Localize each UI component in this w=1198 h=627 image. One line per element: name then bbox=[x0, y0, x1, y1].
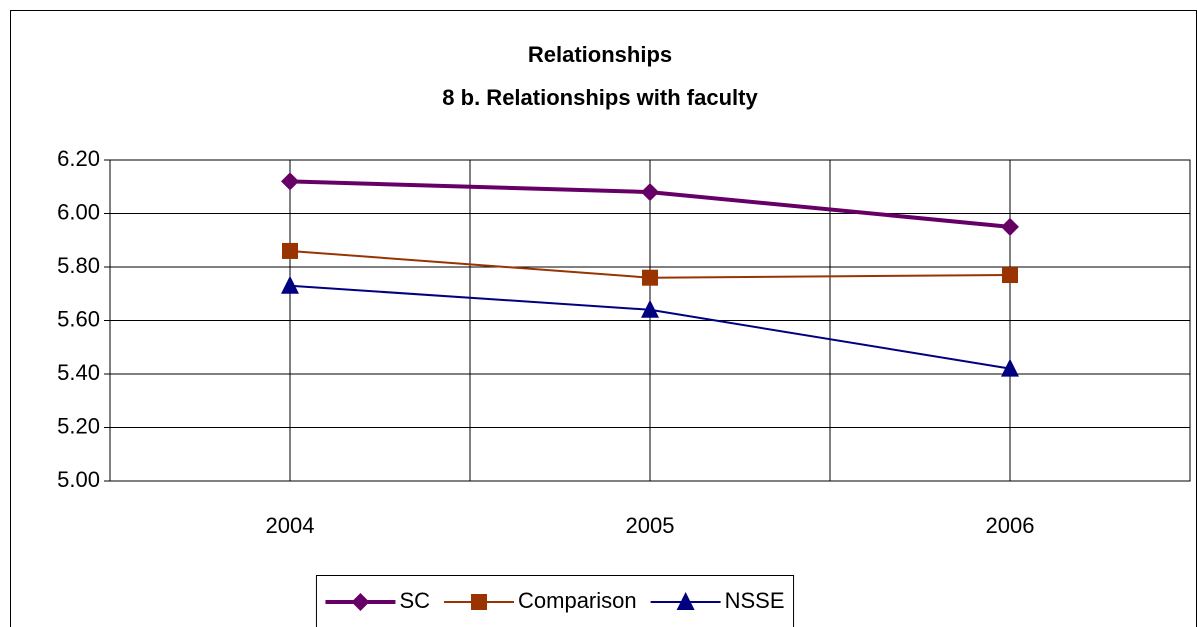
x-tick-label: 2006 bbox=[986, 513, 1035, 538]
legend-label: NSSE bbox=[725, 588, 785, 613]
legend-item: NSSE bbox=[650, 588, 785, 613]
y-tick-label: 6.20 bbox=[57, 146, 100, 171]
y-tick-label: 5.80 bbox=[57, 253, 100, 278]
y-tick-label: 5.00 bbox=[57, 467, 100, 492]
legend-item: Comparison bbox=[444, 588, 637, 613]
marker bbox=[1002, 267, 1018, 284]
marker bbox=[281, 172, 299, 191]
chart-subtitle: 8 b. Relationships with faculty bbox=[442, 85, 758, 110]
marker bbox=[1001, 217, 1019, 236]
y-tick-label: 5.40 bbox=[57, 360, 100, 385]
marker bbox=[351, 593, 370, 611]
y-tick-label: 5.60 bbox=[57, 306, 100, 331]
y-tick-label: 5.20 bbox=[57, 413, 100, 438]
x-tick-label: 2005 bbox=[626, 513, 675, 538]
marker bbox=[281, 275, 299, 294]
x-tick-label: 2004 bbox=[266, 513, 315, 538]
legend-label: SC bbox=[399, 588, 430, 613]
legend-label: Comparison bbox=[518, 588, 637, 613]
marker bbox=[282, 242, 298, 259]
marker bbox=[676, 592, 695, 610]
chart-title: Relationships bbox=[528, 42, 672, 67]
marker bbox=[642, 269, 658, 286]
marker bbox=[641, 183, 659, 202]
legend: SC Comparison NSSE bbox=[315, 575, 795, 627]
marker bbox=[641, 299, 659, 318]
y-tick-label: 6.00 bbox=[57, 199, 100, 224]
legend-item: SC bbox=[325, 588, 430, 613]
marker bbox=[471, 594, 488, 610]
plot-border bbox=[109, 159, 1191, 482]
marker bbox=[1001, 358, 1019, 377]
